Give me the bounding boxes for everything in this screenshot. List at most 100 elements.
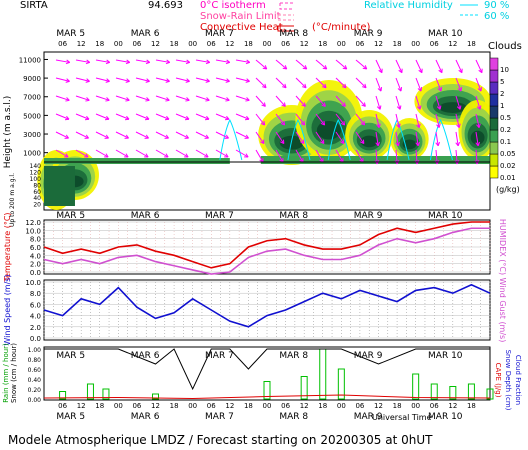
y-tick: 12.0 — [25, 219, 41, 227]
precip-tick: 0.20 — [28, 387, 42, 394]
wind-arrow — [175, 77, 190, 82]
hour-label: 06 — [430, 402, 439, 410]
wind-arrowhead — [184, 153, 189, 158]
wind-arrowhead — [302, 83, 307, 89]
wind-arrow — [195, 59, 210, 63]
wind-arrowhead — [245, 59, 251, 65]
wind-arrow — [75, 113, 90, 120]
wind-arrow — [235, 77, 250, 82]
wind-arrowhead — [376, 105, 382, 110]
wind-arrow — [355, 113, 366, 126]
colorbar-tick: 0.1 — [500, 138, 511, 146]
wind-arrow — [375, 131, 379, 146]
wind-arrow — [55, 77, 70, 82]
wind-arrow — [435, 131, 439, 146]
wind-arrowhead — [456, 105, 462, 110]
hour-label: 12 — [77, 402, 86, 410]
cloud-blob — [316, 120, 342, 140]
y-tick: 4.0 — [30, 313, 41, 321]
wind-arrowhead — [124, 134, 129, 139]
y-tick: 0.0 — [30, 269, 41, 277]
wind-arrowhead — [342, 83, 347, 89]
wind-arrow — [175, 59, 190, 63]
cloud-area — [37, 78, 497, 210]
day-label: MAR 9 — [354, 211, 383, 221]
height-tick: 5000 — [23, 112, 41, 120]
rain-bar — [152, 393, 159, 400]
day-label: MAR 8 — [279, 351, 308, 361]
rh-contour — [327, 118, 351, 161]
snow-axis-label: Snow (cm / hour) — [10, 343, 18, 403]
wind-arrowhead — [244, 153, 249, 158]
day-label: MAR 5 — [56, 29, 85, 39]
wind-arrow — [155, 95, 170, 101]
wind-arrowhead — [396, 105, 402, 110]
wind-arrow — [115, 77, 130, 82]
wind-arrowhead — [436, 105, 442, 110]
day-label: MAR 10 — [428, 211, 463, 221]
wind-arrowhead — [144, 134, 149, 139]
day-label: MAR 7 — [205, 29, 234, 39]
series-line-0 — [43, 283, 491, 328]
colorbar-tick: 5 — [500, 78, 504, 86]
wind-arrow — [335, 95, 346, 107]
wind-arrow — [155, 149, 169, 158]
hour-label: 18 — [244, 402, 253, 410]
low-height-tick: 140 — [30, 163, 42, 170]
cloud-blob — [470, 130, 485, 145]
cloud-fraction-line — [44, 348, 490, 391]
wind-arrowhead — [301, 102, 306, 107]
hour-label: 06 — [132, 40, 141, 48]
wind-arrow — [335, 59, 348, 70]
day-label: MAR 10 — [428, 412, 463, 422]
wind-arrow — [275, 113, 286, 126]
colorbar-tick: 0.02 — [500, 162, 516, 170]
wind-arrowhead — [184, 134, 189, 139]
wind-arrowhead — [360, 121, 366, 126]
wind-arrowhead — [245, 78, 250, 83]
wind-arrowhead — [438, 68, 443, 74]
wind-arrowhead — [435, 141, 441, 147]
hour-label: 12 — [225, 402, 234, 410]
wind-arrow — [335, 149, 344, 163]
wind-arrow — [455, 131, 459, 146]
wind-panel: 0.0 2.0 4.0 6.0 8.0 10.0 — [25, 279, 491, 343]
wind-arrow — [75, 77, 90, 82]
wind-arrow — [95, 113, 110, 120]
rain-bar — [486, 388, 494, 400]
hour-label: 18 — [467, 40, 476, 48]
wind-arrow — [135, 95, 150, 101]
wind-arrowhead — [376, 123, 381, 128]
wind-arrowhead — [205, 59, 211, 65]
colorbar-cell — [489, 93, 499, 107]
wind-arrowhead — [64, 153, 69, 158]
temperature-axis-label: Temperature (°C) — [3, 212, 12, 282]
hour-label: 12 — [374, 40, 383, 48]
wind-arrow — [355, 59, 368, 70]
wind-arrowhead — [224, 115, 230, 121]
wind-arrow — [455, 59, 463, 73]
rh-60-label: 60 % — [484, 11, 509, 22]
wind-arrowhead — [260, 121, 266, 126]
colorbar-cell — [489, 129, 499, 143]
wind-arrow — [255, 59, 268, 70]
y-tick: 8.0 — [30, 236, 41, 244]
cloud-blob — [360, 135, 378, 148]
wind-arrowhead — [261, 102, 266, 107]
day-label: MAR 9 — [354, 351, 383, 361]
hour-label: 06 — [207, 402, 216, 410]
wind-arrowhead — [322, 83, 327, 89]
wind-arrowhead — [300, 139, 305, 145]
wind-arrow — [315, 113, 326, 126]
wind-arrowhead — [205, 97, 210, 102]
wind-gust-axis-label: Wind Gust (m/s) — [498, 278, 507, 343]
wind-arrow — [415, 77, 422, 92]
rain-bar — [300, 376, 308, 400]
wind-arrow — [115, 131, 129, 139]
wind-arrowhead — [475, 141, 481, 147]
wind-arrowhead — [478, 68, 483, 74]
wind-arrowhead — [225, 59, 231, 65]
wind-arrow — [215, 77, 230, 82]
wind-arrowhead — [224, 153, 229, 158]
